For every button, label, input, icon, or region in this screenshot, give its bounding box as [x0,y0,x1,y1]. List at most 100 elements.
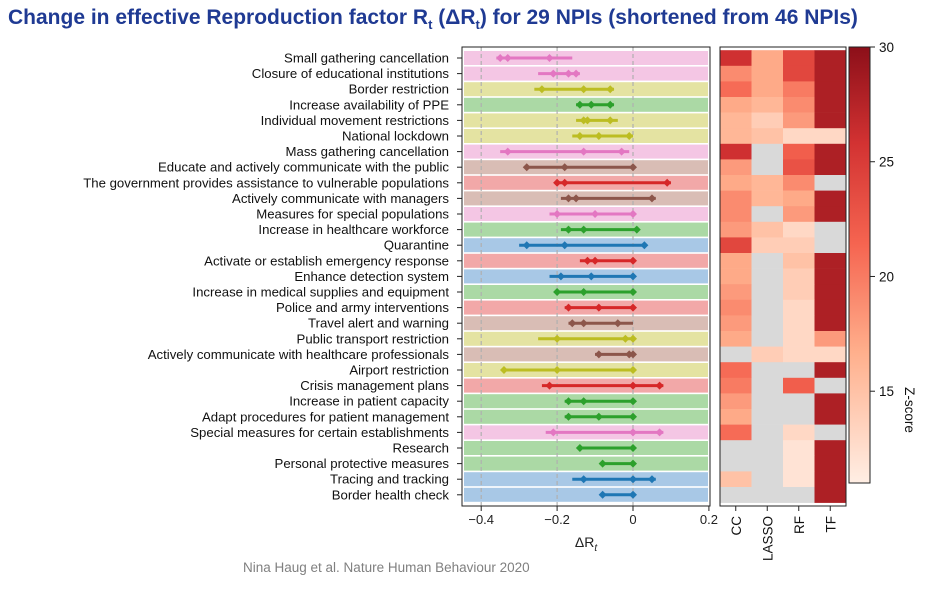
heatmap-cell [783,206,815,223]
slide-title: Change in effective Reproduction factor … [8,6,858,33]
heatmap-cell [783,50,815,67]
heatmap-cell [783,315,815,332]
row-label: Measures for special populations [256,207,449,222]
heatmap-cell [751,190,784,207]
row-label: Small gathering cancellation [284,51,449,66]
estimate-marker [572,69,581,78]
row-label: Border restriction [349,82,449,97]
colorbar-tick-label: 20 [879,269,894,284]
estimate-marker [663,178,672,187]
estimate-marker [579,147,588,156]
estimate-marker [549,428,558,437]
heatmap-cell [751,409,784,425]
heatmap-cell [751,299,784,316]
estimate-marker [629,256,637,265]
estimate-marker [496,54,505,62]
x-tick-label: −0.4 [468,512,494,527]
estimate-marker [564,194,573,203]
heatmap-cell [783,487,815,503]
heatmap-cell [751,393,784,410]
estimate-marker [549,69,558,78]
estimate-marker [655,381,664,390]
row-band [464,347,708,362]
estimate-marker [575,444,584,452]
colorbar [848,46,871,484]
estimate-marker [564,225,573,234]
heatmap-cell [783,190,815,207]
heatmap-cell [751,268,784,285]
heatmap-cell [783,65,815,82]
estimate-marker [522,241,531,250]
heatmap-cell [751,206,784,223]
heatmap-cell [751,128,784,145]
row-band [464,66,708,81]
heatmap-cell [720,377,752,394]
heatmap-cell [720,143,752,160]
heatmap-cell [814,143,847,160]
estimate-marker [553,210,562,218]
estimate-marker [629,350,637,359]
heatmap-cell [814,268,847,285]
heatmap-cell [814,159,847,176]
heatmap-cell [783,253,815,269]
row-label: Travel alert and warning [308,316,449,331]
heatmap-cell [720,50,752,67]
heatmap-cell [751,175,784,191]
estimate-marker [629,444,637,452]
row-label: Educate and actively communicate with th… [158,160,449,175]
heatmap-cell [720,424,752,441]
heatmap-cell [814,315,847,332]
estimate-marker [583,116,592,125]
estimate-marker [579,85,588,94]
row-label: Crisis management plans [300,378,449,393]
estimate-marker [545,381,554,390]
row-label: Special measures for certain establishme… [190,425,449,440]
heatmap-cell [814,97,847,113]
heatmap-cell [751,159,784,176]
heatmap-cell [783,268,815,285]
estimate-marker [587,272,596,281]
heatmap-cell [814,284,847,301]
heatmap-cell [720,471,752,488]
heatmap-cell [720,393,752,410]
heatmap-cell [751,315,784,332]
heatmap-cell [720,159,752,176]
row-label: Actively communicate with managers [232,191,449,206]
estimate-marker [594,350,603,359]
heatmap-cell [720,346,752,363]
row-label: Airport restriction [349,363,449,378]
estimate-marker [621,334,630,343]
row-label: Personal protective measures [275,456,450,471]
estimate-marker [579,225,588,234]
heatmap-cell [720,175,752,191]
heatmap-cell [783,299,815,316]
heatmap-column-label: RF [792,516,807,534]
estimate-marker [629,272,637,281]
row-label: Actively communicate with healthcare pro… [148,347,450,362]
heatmap-cell [814,424,847,441]
estimate-marker [560,178,569,187]
row-band [464,51,708,65]
heatmap-cell [814,128,847,145]
row-label: Tracing and tracking [330,472,449,487]
row-label: Enhance detection system [294,269,449,284]
colorbar-label: Z-score [902,387,917,433]
heatmap-column-label: TF [823,516,838,533]
heatmap-cell [783,221,815,238]
heatmap-cell [814,409,847,425]
row-label: National lockdown [342,129,449,144]
estimate-marker [629,210,637,218]
row-label: Quarantine [384,238,449,253]
colorbar-tick-label: 30 [879,40,894,55]
heatmap-cell [814,81,847,98]
heatmap-cell [783,159,815,176]
estimate-marker [606,85,615,94]
heatmap-cell [720,206,752,223]
estimate-marker [564,303,573,312]
heatmap-cell [720,284,752,301]
heatmap-cell [751,346,784,363]
heatmap-cell [783,346,815,363]
estimate-marker [594,412,603,421]
heatmap-column-label: CC [729,516,744,536]
estimate-marker [564,397,573,406]
